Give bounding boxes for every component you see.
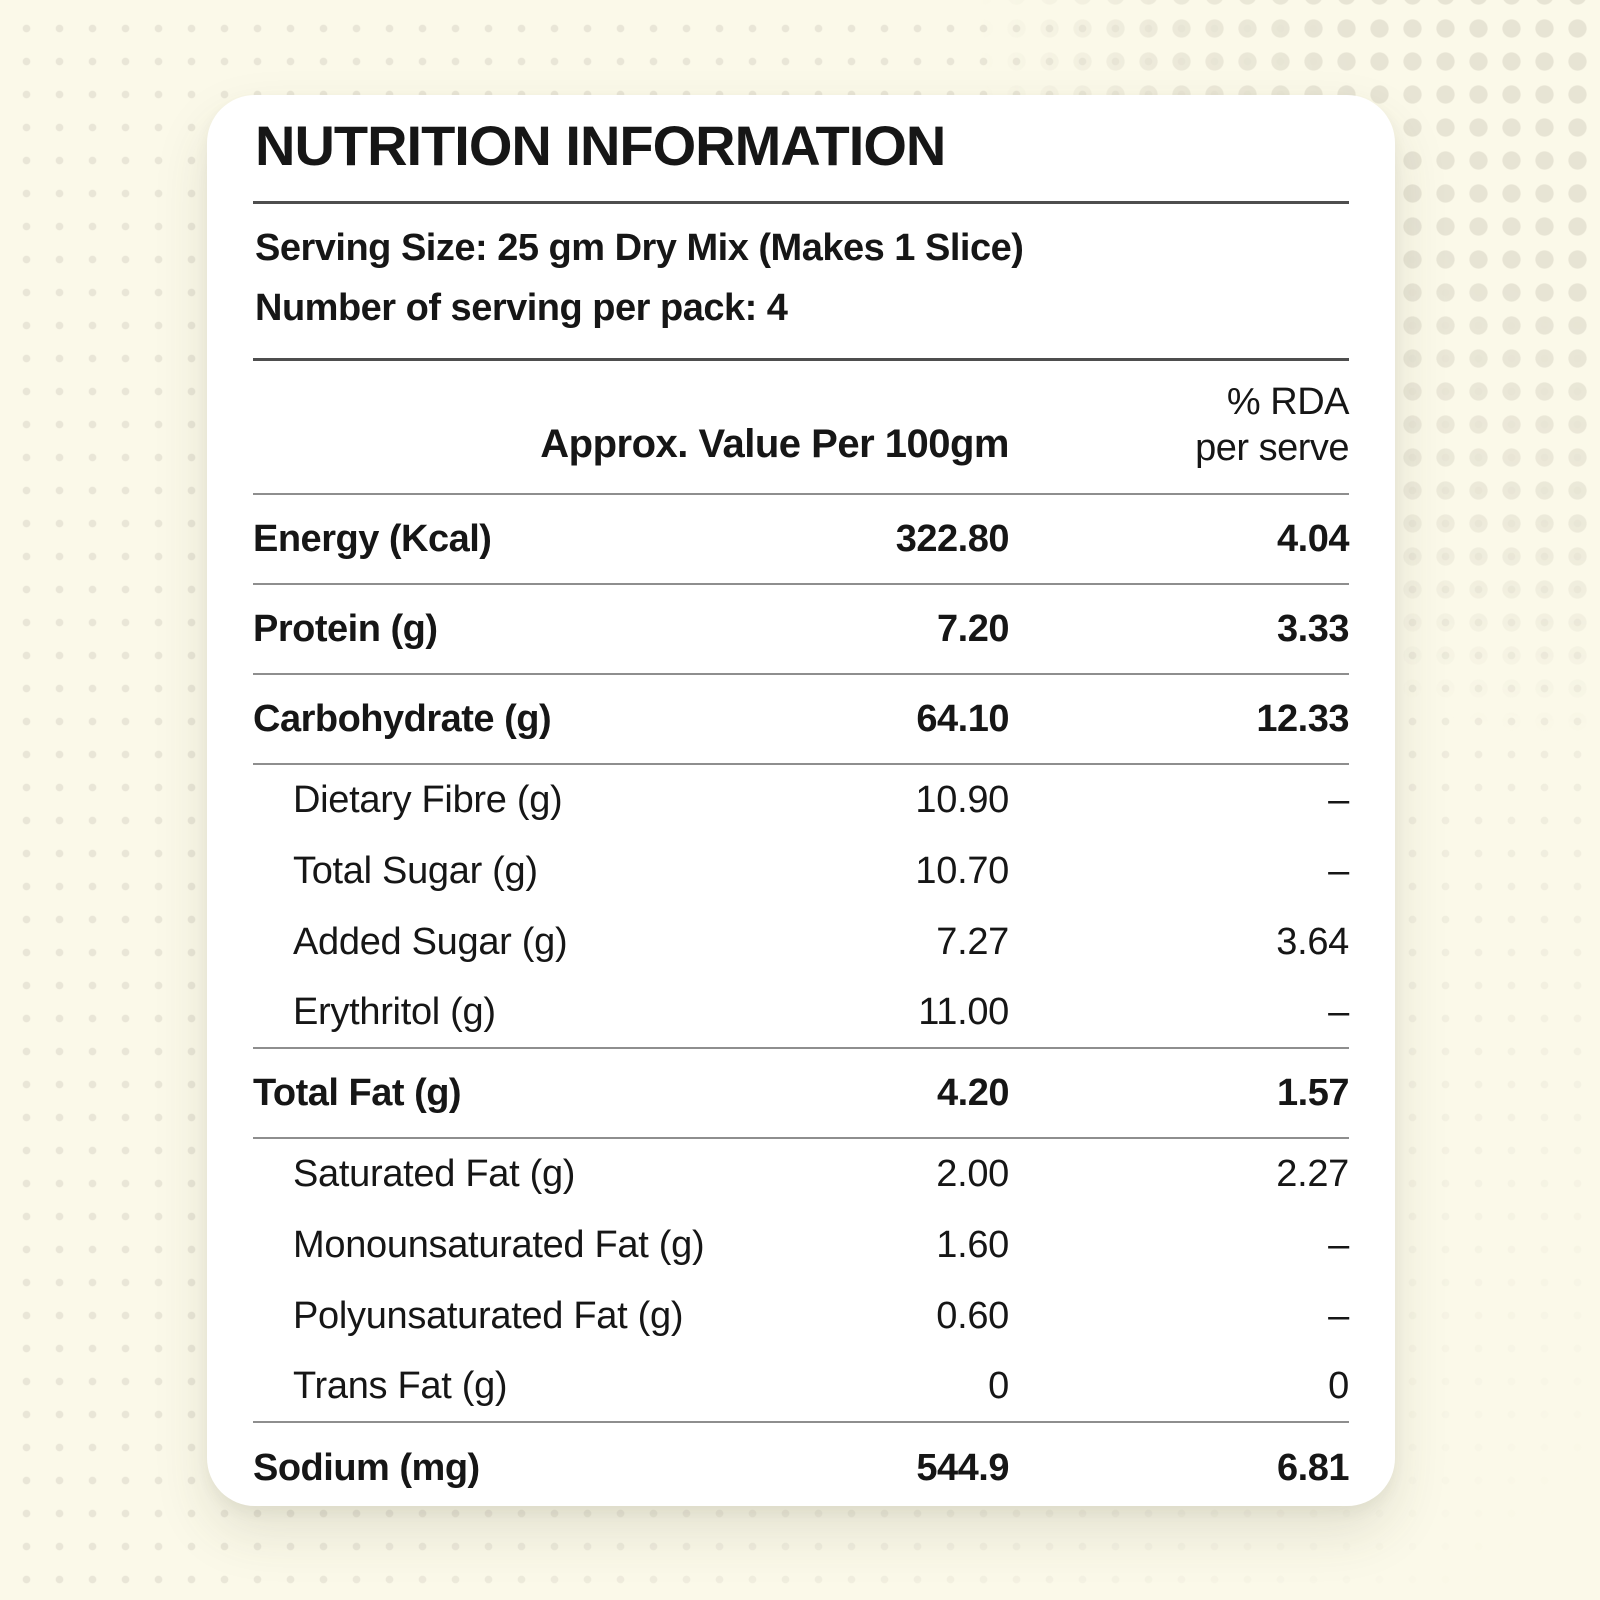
row-value-per-100g: 1.60 — [936, 1224, 1009, 1266]
serving-size-text: Serving Size: 25 gm Dry Mix (Makes 1 Sli… — [255, 227, 1024, 269]
table-row: Polyunsaturated Fat (g) 0.60 – — [253, 1281, 1349, 1352]
row-label: Energy (Kcal) — [253, 517, 492, 560]
row-value-per-100g: 0 — [988, 1365, 1009, 1407]
table-row: Sodium (mg) 544.9 6.81 — [253, 1423, 1350, 1506]
table-row: Trans Fat (g) 0 0 — [253, 1352, 1349, 1423]
table-row: Added Sugar (g) 7.27 3.64 — [253, 907, 1349, 978]
row-value-per-100g: 7.27 — [936, 921, 1009, 963]
row-rda-value: – — [1328, 991, 1349, 1033]
row-label: Carbohydrate (g) — [253, 697, 552, 740]
row-value-per-100g: 0.60 — [936, 1295, 1009, 1337]
row-label: Erythritol (g) — [293, 991, 496, 1033]
table-row: Saturated Fat (g) 2.00 2.27 — [253, 1139, 1349, 1210]
row-label: Saturated Fat (g) — [293, 1153, 576, 1195]
row-value-per-100g: 4.20 — [937, 1071, 1009, 1114]
row-value-per-100g: 322.80 — [895, 517, 1010, 560]
table-row: Erythritol (g) 11.00 – — [253, 978, 1349, 1049]
serving-info-block: Serving Size: 25 gm Dry Mix (Makes 1 Sli… — [253, 204, 1349, 361]
row-rda-value: – — [1328, 779, 1349, 821]
row-label: Total Sugar (g) — [293, 850, 538, 892]
row-label: Protein (g) — [253, 607, 438, 650]
table-row: Dietary Fibre (g) 10.90 – — [253, 765, 1349, 836]
table-row: Carbohydrate (g) 64.10 12.33 — [253, 675, 1350, 765]
row-rda-value: 4.04 — [1277, 517, 1349, 560]
table-row: Total Sugar (g) 10.70 – — [253, 836, 1349, 907]
table-header-row: Approx. Value Per 100gm % RDA per serve — [253, 361, 1350, 495]
column-header-rda-line1: % RDA — [1226, 381, 1350, 423]
servings-per-pack-text: Number of serving per pack: 4 — [255, 287, 788, 329]
row-label: Total Fat (g) — [253, 1071, 462, 1114]
row-value-per-100g: 64.10 — [916, 697, 1009, 740]
row-value-per-100g: 2.00 — [936, 1153, 1009, 1195]
row-value-per-100g: 11.00 — [918, 991, 1009, 1033]
nutrition-card: NUTRITION INFORMATION Serving Size: 25 g… — [207, 95, 1395, 1506]
row-label: Trans Fat (g) — [293, 1365, 508, 1407]
column-header-rda-line2: per serve — [1195, 427, 1349, 469]
row-label: Sodium (mg) — [253, 1446, 480, 1489]
column-header-value-per-100g: Approx. Value Per 100gm — [540, 422, 1009, 466]
table-row: Monounsaturated Fat (g) 1.60 – — [253, 1210, 1349, 1281]
row-label: Monounsaturated Fat (g) — [293, 1224, 705, 1266]
row-rda-value: 2.27 — [1276, 1153, 1349, 1195]
row-rda-value: 3.33 — [1277, 607, 1349, 650]
row-rda-value: – — [1328, 1224, 1349, 1266]
row-value-per-100g: 10.70 — [915, 850, 1009, 892]
row-rda-value: – — [1328, 1295, 1349, 1337]
table-row: Protein (g) 7.20 3.33 — [253, 585, 1350, 675]
row-rda-value: 1.57 — [1277, 1071, 1349, 1114]
page-title: NUTRITION INFORMATION — [255, 114, 946, 177]
row-value-per-100g: 10.90 — [915, 779, 1009, 821]
table-row: Total Fat (g) 4.20 1.57 — [253, 1049, 1350, 1139]
row-label: Added Sugar (g) — [293, 921, 568, 963]
title-block: NUTRITION INFORMATION — [253, 95, 1349, 204]
row-rda-value: 6.81 — [1277, 1446, 1349, 1489]
row-value-per-100g: 7.20 — [937, 607, 1009, 650]
row-label: Dietary Fibre (g) — [293, 779, 563, 821]
row-rda-value: – — [1328, 850, 1349, 892]
table-row: Energy (Kcal) 322.80 4.04 — [253, 495, 1350, 585]
column-header-rda-per-serve: % RDA per serve — [1009, 379, 1349, 471]
row-label: Polyunsaturated Fat (g) — [293, 1295, 684, 1337]
row-rda-value: 0 — [1328, 1365, 1349, 1407]
row-rda-value: 12.33 — [1256, 697, 1349, 740]
row-value-per-100g: 544.9 — [916, 1446, 1009, 1489]
row-rda-value: 3.64 — [1276, 921, 1349, 963]
nutrition-table-rows: Energy (Kcal) 322.80 4.04 Protein (g) 7.… — [253, 495, 1350, 1506]
